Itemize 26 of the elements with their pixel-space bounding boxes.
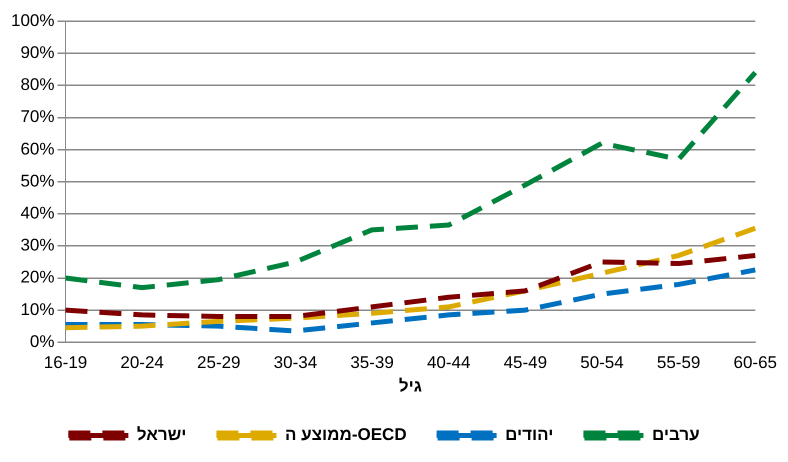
x-tick-label: 35-39 [350,353,394,372]
y-tick-label: 30% [20,236,54,255]
y-tick-label: 20% [20,268,54,287]
legend-label: ממוצע ה-OECD [284,425,407,444]
y-tick-label: 80% [20,75,54,94]
x-tick-label: 50-54 [580,353,624,372]
legend-label: ערבים [652,425,700,444]
x-tick-label: 60-65 [734,353,777,372]
x-tick-label: 25-29 [197,353,241,372]
x-axis-title: גיל [398,376,422,396]
x-tick-label: 20-24 [120,353,164,372]
legend-label: ישראל [136,425,186,444]
y-tick-label: 90% [20,42,54,62]
legend-label: יהודים [505,425,554,444]
y-tick-label: 100% [10,10,54,30]
x-tick-label: 30-34 [274,353,318,372]
y-tick-label: 40% [20,203,54,222]
x-tick-label: 55-59 [656,353,700,372]
x-tick-label: 40-44 [426,353,470,372]
x-tick-label: 45-49 [504,353,548,372]
y-tick-label: 70% [20,107,54,126]
y-tick-label: 10% [20,300,54,319]
x-tick-label: 16-19 [44,353,88,372]
y-tick-label: 50% [20,171,54,190]
y-tick-label: 0% [30,332,54,351]
y-tick-label: 60% [20,139,54,158]
